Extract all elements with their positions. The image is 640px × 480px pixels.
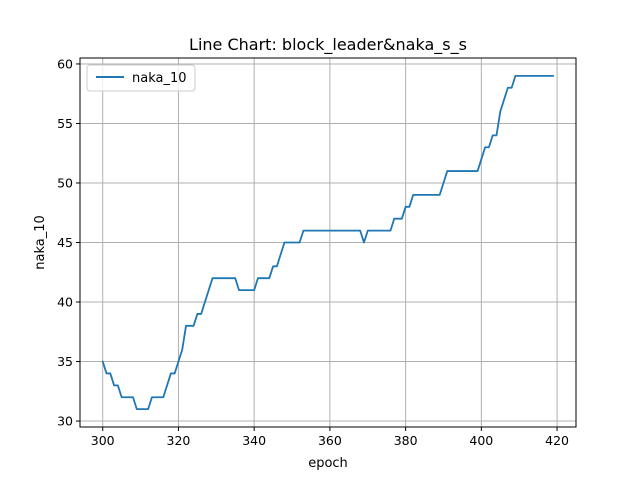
- legend: naka_10: [86, 64, 196, 92]
- legend-label: naka_10: [132, 71, 187, 86]
- x-tick-label: 360: [318, 433, 342, 448]
- x-tick-label: 320: [167, 433, 191, 448]
- series-layer: [101, 74, 555, 411]
- y-tick-label: 30: [57, 414, 73, 429]
- chart-title: Line Chart: block_leader&naka_s_s: [189, 35, 467, 55]
- x-tick-label: 340: [242, 433, 266, 448]
- y-axis-label: naka_10: [33, 215, 48, 270]
- x-axis-label: epoch: [308, 456, 348, 471]
- y-tick-label: 55: [57, 116, 73, 131]
- x-tick-label: 420: [545, 433, 569, 448]
- y-tick-label: 40: [57, 295, 73, 310]
- x-tick-label: 400: [469, 433, 493, 448]
- series-line-naka_10: [101, 74, 555, 411]
- y-tick-label: 35: [57, 354, 73, 369]
- y-tick-label: 45: [57, 235, 73, 250]
- y-tick-label: 60: [57, 56, 73, 71]
- x-tick-label: 300: [91, 433, 115, 448]
- legend-box: [86, 64, 196, 92]
- x-tick-label: 380: [394, 433, 418, 448]
- axis-ticks: 300 320 340 360 380 400 420 30 35 40 45 50 55 60: [57, 56, 569, 448]
- grid: [80, 58, 576, 427]
- y-tick-label: 50: [57, 175, 73, 190]
